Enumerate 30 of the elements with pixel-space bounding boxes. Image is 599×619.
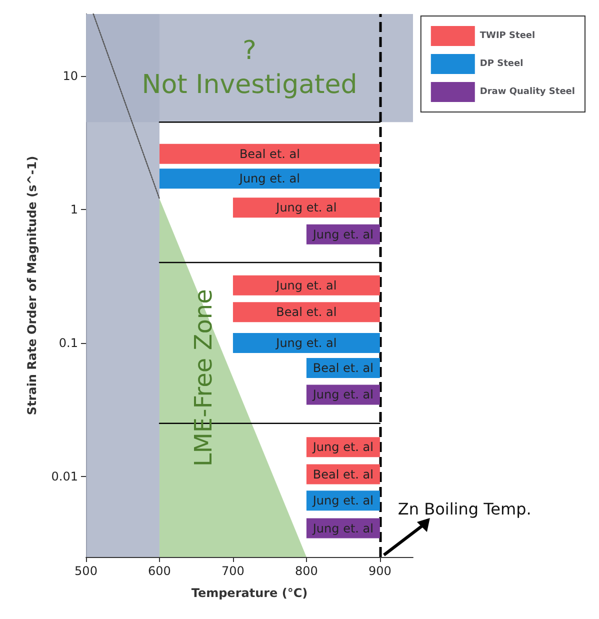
y-axis-title: Strain Rate Order of Magnitude (s^-1) [25,156,39,416]
x-tick-label: 600 [148,564,171,578]
series-label: LME-Free Zone [190,289,218,467]
data-label: Jung et. al [312,388,374,402]
data-label: Beal et. al [312,360,374,375]
y-tick-label: 10 [62,68,78,83]
data-label: Jung et. al [275,200,337,215]
x-axis-title: Temperature (°C) [191,586,308,600]
x-tick-label: 700 [222,564,244,578]
y-tick-label: 1 [70,202,78,216]
x-tick-label: 800 [294,564,318,578]
x-tick-label: 500 [74,564,98,578]
data-label: Jung et. al [275,278,337,292]
data-label: Beal et. al [312,467,374,482]
band-label: ? Not Investigated [142,36,358,100]
data-label: Jung et. al [312,494,374,508]
legend-label: DP Steel [480,59,524,69]
data-label: Beal et. al [239,146,300,161]
y-tick-label: 0.01 [51,470,78,484]
data-label: Jung et. al [312,227,374,242]
data-label: Jung et. al [312,440,374,454]
data-label: Beal et. al [276,305,337,320]
data-label: Jung et. al [275,336,337,350]
legend-label: Draw Quality Steel [480,87,576,97]
y-tick-label: 0.1 [58,336,78,350]
x-tick-label: 900 [368,564,392,578]
data-label: Jung et. al [238,172,300,186]
data-label: Jung et. al [312,521,374,536]
legend-label: TWIP Steel [480,31,536,41]
ref-line-label: Zn Boiling Temp. [398,500,532,518]
